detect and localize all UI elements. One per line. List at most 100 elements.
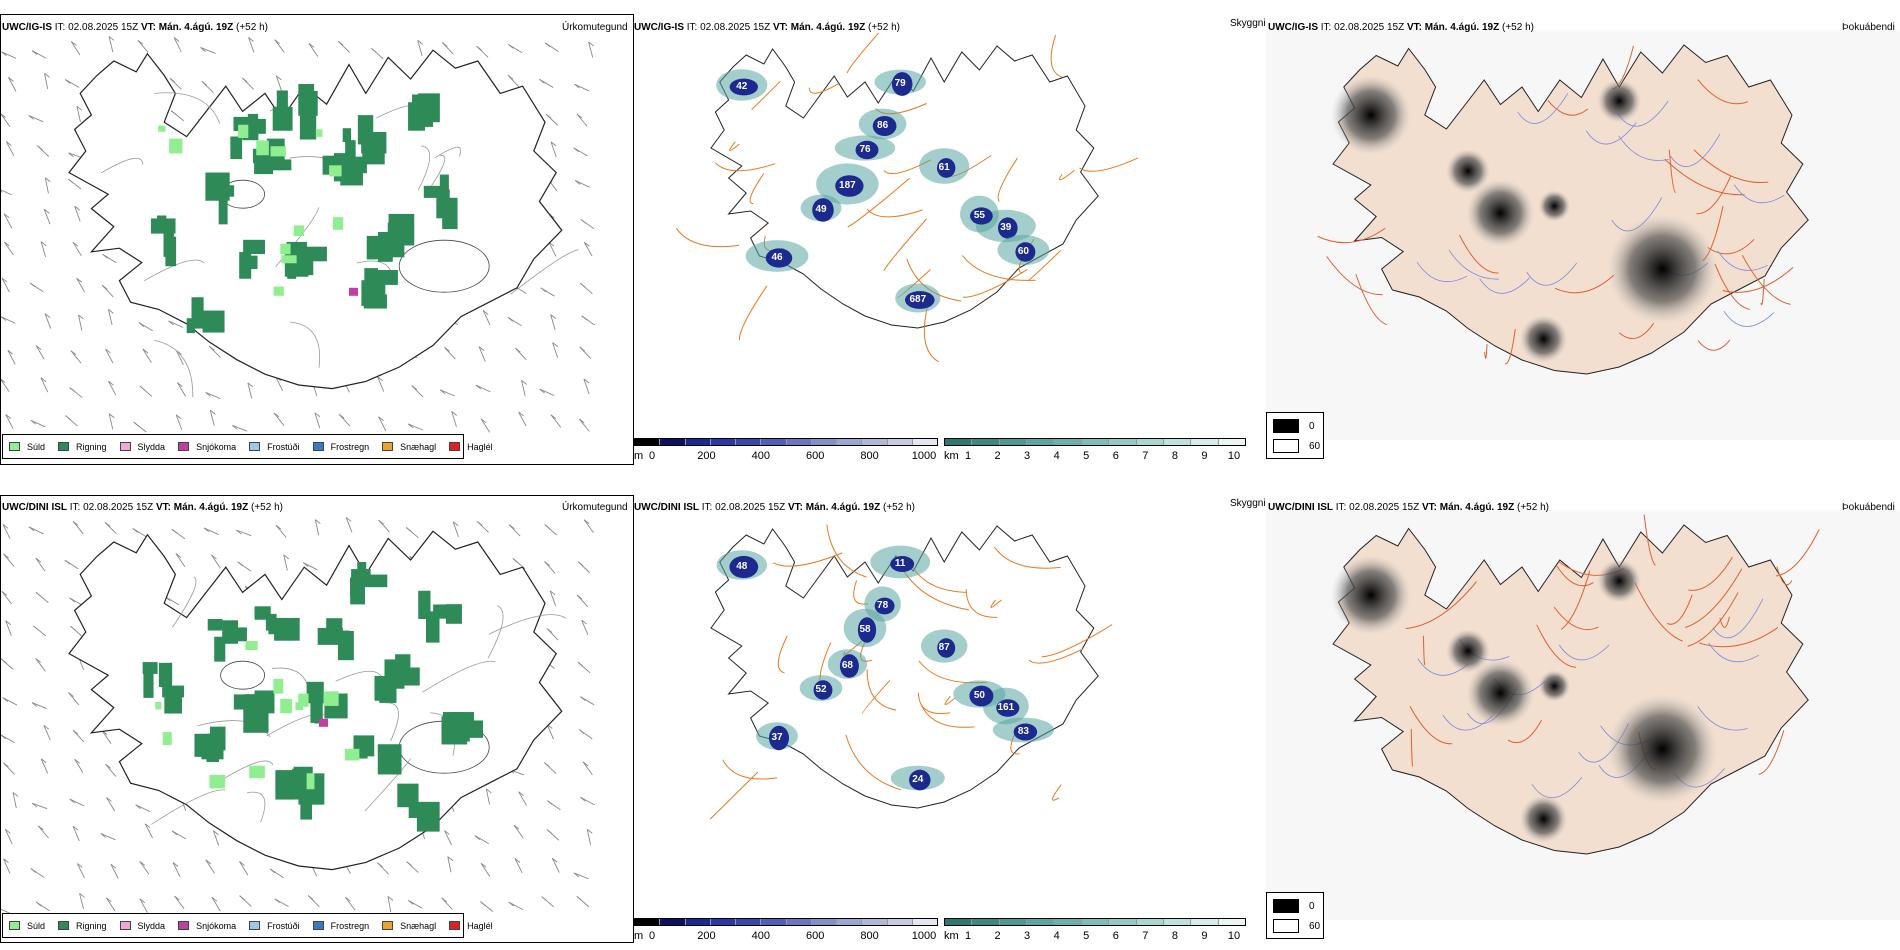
drizzle-area	[249, 765, 265, 779]
wind-barb	[275, 75, 283, 92]
wind-barb	[550, 414, 562, 428]
cloud-base-area	[768, 725, 790, 751]
fog-title-1: Þokuábendi	[1842, 22, 1895, 33]
wind-barb	[550, 141, 557, 158]
cloud-base-label: 58	[859, 624, 871, 635]
legend-label: Súld	[27, 441, 46, 452]
road-line	[997, 157, 1018, 202]
wind-barb	[176, 350, 184, 366]
wind-barb	[43, 209, 51, 225]
wind-barb-flag	[139, 898, 146, 904]
colorbar-tick-label: 8	[1171, 450, 1178, 462]
wind-barb-flag	[12, 792, 19, 797]
wind-barb-flag	[173, 37, 180, 42]
colorbar-cell	[786, 439, 812, 445]
legend-item: Haglél	[449, 442, 493, 452]
vt-label: VT:	[1406, 22, 1422, 33]
fog-legend-row: 60	[1273, 919, 1320, 933]
wind-barb-flag	[69, 387, 76, 393]
wind-barb-flag	[137, 39, 144, 45]
wind-barb-flag	[451, 411, 458, 416]
wind-barb-flag	[577, 661, 584, 667]
wind-barb	[451, 411, 457, 427]
road-line	[488, 614, 567, 635]
drizzle-area	[306, 773, 315, 790]
wind-barb	[68, 692, 80, 706]
road-line	[729, 141, 740, 152]
rain-area	[206, 733, 219, 763]
wind-barb-flag	[574, 180, 581, 185]
road-line	[923, 307, 939, 363]
wind-barb	[247, 382, 253, 399]
wind-barb	[5, 141, 15, 156]
lead-time: (+52 h)	[1517, 502, 1549, 513]
wind-barb-flag	[307, 895, 314, 900]
wind-barb-flag	[70, 350, 77, 356]
road-line	[846, 32, 880, 74]
wind-barb-flag	[580, 696, 586, 702]
drizzle-area	[344, 748, 360, 761]
cloud-base-label: 76	[859, 144, 871, 155]
rain-area	[436, 192, 448, 219]
drizzle-area	[329, 165, 342, 177]
road-line	[883, 218, 927, 272]
cloud-base-area	[969, 685, 994, 707]
wind-barb	[108, 413, 114, 430]
wind-barb-flag	[35, 901, 42, 907]
wind-barb	[273, 412, 285, 426]
it-label: IT:	[54, 22, 66, 33]
road-line	[1027, 250, 1061, 282]
wind-barb-flag	[69, 597, 75, 603]
colorbar-cell	[685, 919, 711, 925]
colorbar-tick-label: 9	[1201, 930, 1208, 942]
wind-barb-flag	[172, 862, 179, 867]
colorbar-cell	[761, 919, 787, 925]
wind-barb-flag	[545, 113, 552, 119]
road-line	[1714, 263, 1750, 310]
rain-area	[286, 241, 307, 256]
wind-barb-flag	[512, 558, 519, 563]
colorbar-tick-label: 6	[1112, 930, 1119, 942]
wind-barb-flag	[144, 823, 151, 829]
wind-barb	[521, 380, 526, 397]
wind-barb-flag	[239, 895, 245, 901]
legend-item: Snæhagl	[382, 921, 436, 931]
wind-barb-flag	[108, 413, 115, 419]
wind-barb-flag	[6, 141, 12, 146]
cloud-base-label: 187	[839, 180, 856, 191]
cloud-base-area	[813, 680, 833, 700]
road-line	[1693, 149, 1769, 184]
wind-barb	[408, 423, 424, 431]
wind-barb	[177, 382, 186, 397]
rain-area	[142, 662, 158, 674]
wind-barb-flag	[3, 213, 10, 219]
wind-barb	[106, 797, 116, 812]
colorbar-cell	[660, 439, 686, 445]
cloud-base-area	[765, 248, 793, 268]
road-line	[222, 760, 274, 780]
lead-time: (+52 h)	[868, 22, 900, 33]
wind-barb-flag	[274, 39, 281, 45]
legend-item: Snjókoma	[178, 442, 236, 452]
it-value: 02.08.2025 15Z	[715, 502, 786, 513]
colorbar-tick-label: 8	[1171, 930, 1178, 942]
road-line	[1643, 514, 1656, 566]
wind-barb	[539, 388, 555, 396]
height-colorbar-2: m 0 200 400 600 800 1000	[634, 918, 938, 942]
road-line	[862, 679, 891, 715]
wind-barb-flag	[406, 527, 412, 532]
road-line	[1760, 278, 1765, 306]
wind-barb	[552, 342, 559, 358]
cloud-base-area	[729, 78, 758, 96]
legend-swatch	[9, 442, 20, 451]
cloud-base-label: 37	[771, 732, 783, 743]
legend-item: Frostregn	[312, 442, 369, 452]
wind-barb-flag	[170, 110, 177, 116]
colorbar-strip	[634, 918, 938, 926]
river-line	[1669, 133, 1721, 167]
cloud-base-area	[874, 597, 895, 615]
road-line	[289, 321, 321, 368]
colorbar-tick-label: 4	[1053, 930, 1060, 942]
road-line	[422, 660, 496, 693]
wind-barb-flag	[142, 348, 149, 354]
